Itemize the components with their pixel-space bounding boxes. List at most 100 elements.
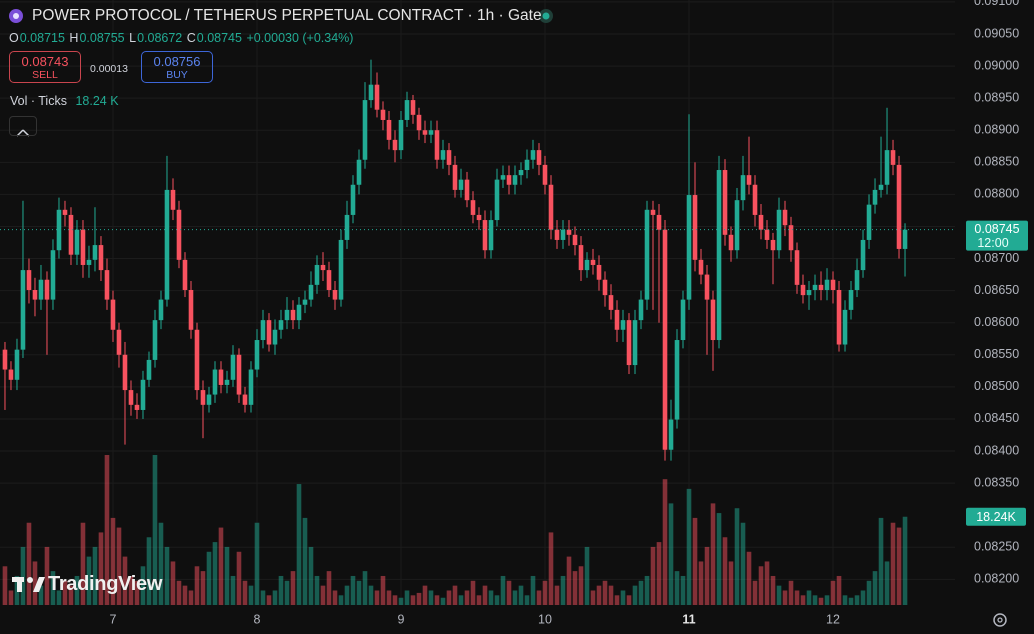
candle-body: [530, 150, 536, 160]
volume-bar: [248, 585, 254, 605]
low-value: 0.08672: [137, 31, 183, 45]
last-time-label: 12:00: [977, 236, 1008, 250]
sell-button[interactable]: 0.08743 SELL: [9, 51, 81, 83]
volume-bar: [416, 592, 422, 605]
candle-body: [644, 209, 650, 300]
candle-body: [404, 100, 410, 120]
volume-bar: [530, 575, 536, 605]
candle-body: [734, 200, 740, 251]
volume-bar: [332, 590, 338, 605]
candle-body: [710, 299, 716, 341]
candle-body: [38, 279, 44, 300]
candle-body: [452, 164, 458, 190]
volume-bar: [128, 575, 134, 605]
volume-bar: [296, 484, 302, 605]
volume-bar: [776, 585, 782, 605]
volume-bar: [740, 522, 746, 605]
volume-bar: [626, 595, 632, 605]
volume-bar: [704, 546, 710, 605]
collapse-button[interactable]: [9, 116, 37, 136]
candle-body: [122, 354, 128, 391]
volume-bar: [374, 590, 380, 605]
volume-bar: [368, 585, 374, 605]
candle-body: [770, 239, 776, 251]
candle-body: [398, 119, 404, 151]
candle-body: [476, 214, 482, 221]
candle-body: [224, 379, 230, 385]
volume-bar: [176, 580, 182, 605]
volume-bar: [326, 571, 332, 605]
symbol-title[interactable]: POWER PROTOCOL / TETHERUS PERPETUAL CONT…: [32, 7, 542, 24]
candle-body: [836, 289, 842, 345]
volume-bar: [392, 595, 398, 605]
volume-bar: [524, 595, 530, 605]
volume-bar: [146, 537, 152, 605]
volume-bar: [92, 546, 98, 605]
volume-bar: [116, 527, 122, 605]
candle-body: [260, 320, 266, 341]
volume-bar: [680, 575, 686, 605]
candle-body: [206, 394, 212, 405]
candle-body: [104, 270, 110, 300]
candle-body: [380, 109, 386, 120]
volume-bar: [518, 585, 524, 605]
volume-bar: [356, 580, 362, 605]
volume-bar: [482, 585, 488, 605]
candle-body: [266, 320, 272, 345]
candle-body: [290, 309, 296, 321]
volume-bar: [350, 575, 356, 605]
candle-body: [860, 239, 866, 271]
candle-body: [212, 369, 218, 395]
volume-bar: [212, 542, 218, 605]
volume-bar: [20, 546, 26, 605]
volume-bar: [254, 522, 260, 605]
volume-bar: [134, 580, 140, 605]
buy-label[interactable]: BUY: [166, 69, 188, 81]
volume-bar: [230, 575, 236, 605]
volume-bar: [572, 571, 578, 605]
candle-body: [230, 354, 236, 380]
x-tick-label: 10: [538, 612, 552, 626]
settings-icon[interactable]: [993, 613, 1007, 627]
candle-body: [470, 200, 476, 215]
volume-bar: [752, 580, 758, 605]
candle-body: [422, 130, 428, 135]
volume-bar: [728, 561, 734, 605]
ohlc-label: L: [129, 31, 137, 45]
candle-body: [284, 309, 290, 321]
volume-bar: [404, 590, 410, 605]
gear-center[interactable]: [997, 617, 1003, 623]
gear-ring[interactable]: [993, 613, 1007, 627]
candle-body: [254, 340, 260, 370]
volume-bar: [182, 585, 188, 605]
volume-bar: [458, 595, 464, 605]
x-tick-label: 8: [254, 612, 261, 626]
volume-bar: [164, 546, 170, 605]
y-tick-label: 0.08450: [974, 411, 1019, 425]
volume-bar: [56, 590, 62, 605]
sell-label[interactable]: SELL: [32, 69, 58, 81]
candle-body: [488, 220, 494, 251]
volume-bar: [782, 590, 788, 605]
sell-price[interactable]: 0.08743: [21, 54, 69, 69]
volume-bar: [236, 551, 242, 605]
volume-bar: [38, 585, 44, 605]
volume-indicator[interactable]: Vol · Ticks: [10, 94, 67, 108]
buy-price[interactable]: 0.08756: [153, 54, 201, 69]
ohlc-label: O: [9, 31, 19, 45]
volume-bar: [638, 580, 644, 605]
candle-body: [242, 394, 248, 405]
buy-button[interactable]: 0.08756 BUY: [141, 51, 213, 83]
volume-bar: [872, 571, 878, 605]
volume-bar: [272, 590, 278, 605]
volume-bar: [542, 580, 548, 605]
x-tick-label: 11: [682, 612, 695, 626]
candle-body: [494, 179, 500, 221]
candle-body: [26, 270, 32, 290]
candle-body: [620, 320, 626, 330]
candle-body: [350, 184, 356, 215]
candle-body: [818, 284, 824, 290]
candle-body: [296, 304, 302, 321]
